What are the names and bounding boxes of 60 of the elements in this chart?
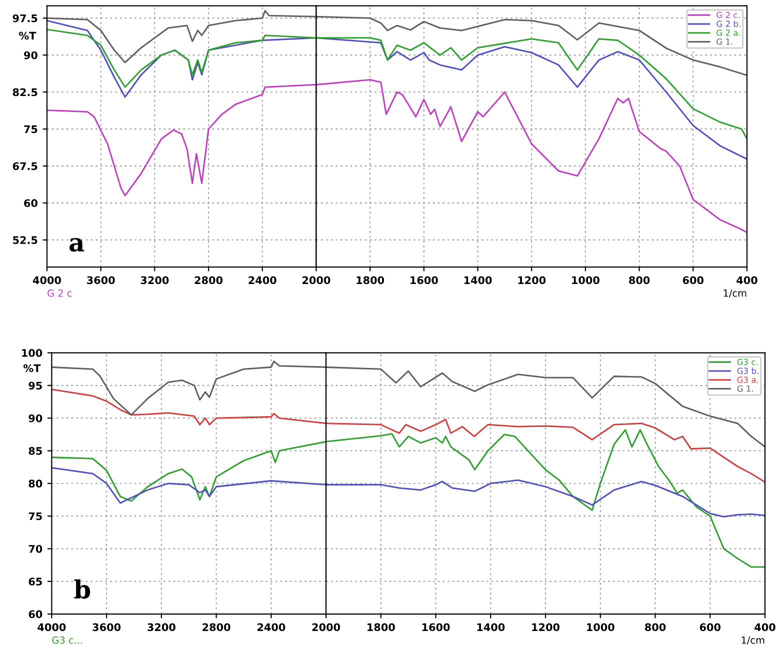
y-axis-title: %T xyxy=(23,364,41,372)
y-tick-label: 97.5 xyxy=(12,14,38,22)
annotation: b xyxy=(74,579,90,599)
x-tick-label: 1400 xyxy=(464,276,492,284)
x-tick-label: 800 xyxy=(645,623,666,632)
y-tick-label: 82.5 xyxy=(12,88,38,96)
legend-label: G 2 c. xyxy=(716,12,740,18)
x-tick-label: 3600 xyxy=(87,276,115,284)
y-tick-label: 67.5 xyxy=(12,162,38,170)
x-tick-label: 2000 xyxy=(312,623,340,632)
text: G 2 c xyxy=(48,289,72,297)
y-tick-label: 90 xyxy=(24,51,38,60)
x-tick-label: 400 xyxy=(736,276,758,284)
x-tick-label: 1800 xyxy=(356,276,384,284)
x-tick-label: 2000 xyxy=(302,276,330,284)
x-tick-label: 1800 xyxy=(368,623,395,632)
y-tick-label: 75 xyxy=(28,512,42,520)
y-tick-label: 80 xyxy=(28,480,42,488)
y-tick-label: 60 xyxy=(28,610,42,618)
legend-label: G3 a. xyxy=(737,376,758,383)
x-tick-label: 4000 xyxy=(38,623,66,632)
x-tick-label: 600 xyxy=(700,623,720,632)
x-tick-label: 1200 xyxy=(532,623,560,632)
y-tick-label: 75 xyxy=(24,125,38,134)
x-tick-label: 400 xyxy=(754,623,776,632)
x-tick-label: 3200 xyxy=(148,623,176,632)
y-tick-label: 52.5 xyxy=(13,236,38,244)
legend-label: G 1. xyxy=(716,38,732,45)
x-tick-label: 1200 xyxy=(518,276,546,284)
x-tick-label: 2800 xyxy=(202,623,230,632)
x-tick-label: 800 xyxy=(629,276,650,284)
x-tick-label: 1000 xyxy=(572,276,600,284)
x-tick-label: 1400 xyxy=(477,623,505,632)
x-tick-label: 1600 xyxy=(422,623,450,632)
legend-label: G 1. xyxy=(737,385,753,392)
x-axis-title: 1/cm xyxy=(742,636,764,645)
y-tick-label: 90 xyxy=(28,414,42,422)
legend-label: G 2 b. xyxy=(716,20,740,27)
x-tick-label: 600 xyxy=(682,276,704,284)
text: G3 c... xyxy=(52,636,82,644)
y-tick-label: 100 xyxy=(22,349,42,357)
annotation: a xyxy=(70,238,84,252)
y-tick-label: 85 xyxy=(28,447,42,455)
x-tick-label: 1000 xyxy=(587,623,614,632)
x-tick-label: 2800 xyxy=(194,276,223,284)
legend-label: G 2 a. xyxy=(716,30,740,36)
x-tick-label: 2400 xyxy=(257,623,286,632)
y-tick-label: 70 xyxy=(28,544,42,553)
y-tick-label: 65 xyxy=(28,578,42,586)
y-tick-label: 60 xyxy=(24,199,38,208)
x-tick-label: 3200 xyxy=(140,276,169,284)
legend-label: G3 b. xyxy=(737,368,758,374)
x-tick-label: 4000 xyxy=(32,276,61,284)
x-tick-label: 3600 xyxy=(92,623,121,632)
x-axis-title: 1/cm xyxy=(724,290,746,298)
x-tick-label: 1600 xyxy=(410,276,438,284)
legend-label: G3 c. xyxy=(737,358,758,366)
y-tick-label: 95 xyxy=(28,382,42,390)
y-axis-title: %T xyxy=(19,32,36,40)
x-tick-label: 2400 xyxy=(248,276,276,284)
